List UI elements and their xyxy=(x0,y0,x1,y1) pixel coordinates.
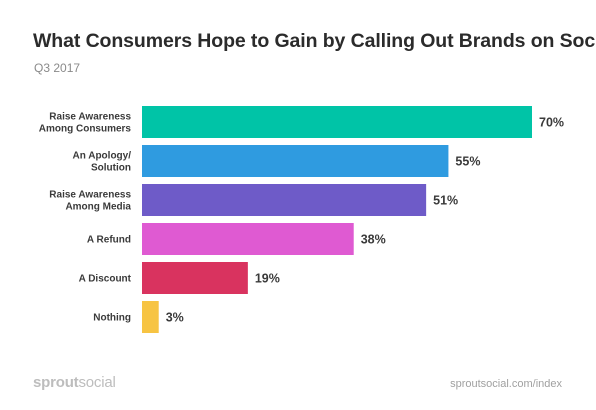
chart-title: What Consumers Hope to Gain by Calling O… xyxy=(33,30,596,52)
bar-0 xyxy=(142,106,532,138)
category-label-line: An Apology/ xyxy=(72,151,131,162)
category-label-2: Raise Awareness Among Media xyxy=(49,190,131,213)
value-label-3: 38% xyxy=(361,233,386,247)
bar-5 xyxy=(142,301,159,333)
category-label-4: A Discount xyxy=(79,274,132,285)
value-label-1: 55% xyxy=(455,155,480,169)
bar-1 xyxy=(142,145,449,177)
bar-2 xyxy=(142,184,427,216)
category-label-1: An Apology/Solution xyxy=(72,151,131,174)
category-label-line: A Refund xyxy=(87,235,131,246)
category-label-line: Among Media xyxy=(65,202,131,213)
value-label-0: 70% xyxy=(539,116,564,130)
category-label-5: Nothing xyxy=(93,313,131,324)
value-label-2: 51% xyxy=(433,194,458,208)
category-label-line: Among Consumers xyxy=(39,124,132,135)
category-label-3: A Refund xyxy=(87,235,131,246)
category-label-line: A Discount xyxy=(79,274,132,285)
logo-light-text: social xyxy=(78,374,116,391)
source-text: sproutsocial.com/index xyxy=(450,378,562,390)
logo-bold-text: sprout xyxy=(33,374,79,391)
category-label-line: Raise Awareness xyxy=(49,190,131,201)
category-label-line: Nothing xyxy=(93,313,131,324)
sprout-social-logo: sproutsocial xyxy=(33,374,116,391)
value-label-4: 19% xyxy=(255,272,280,286)
category-label-line: Solution xyxy=(91,163,131,174)
bar-4 xyxy=(142,262,248,294)
bar-3 xyxy=(142,223,354,255)
category-label-line: Raise Awareness xyxy=(49,112,131,123)
value-label-5: 3% xyxy=(166,311,184,325)
category-label-0: Raise Awareness Among Consumers xyxy=(39,112,132,135)
chart-subtitle: Q3 2017 xyxy=(34,61,81,75)
